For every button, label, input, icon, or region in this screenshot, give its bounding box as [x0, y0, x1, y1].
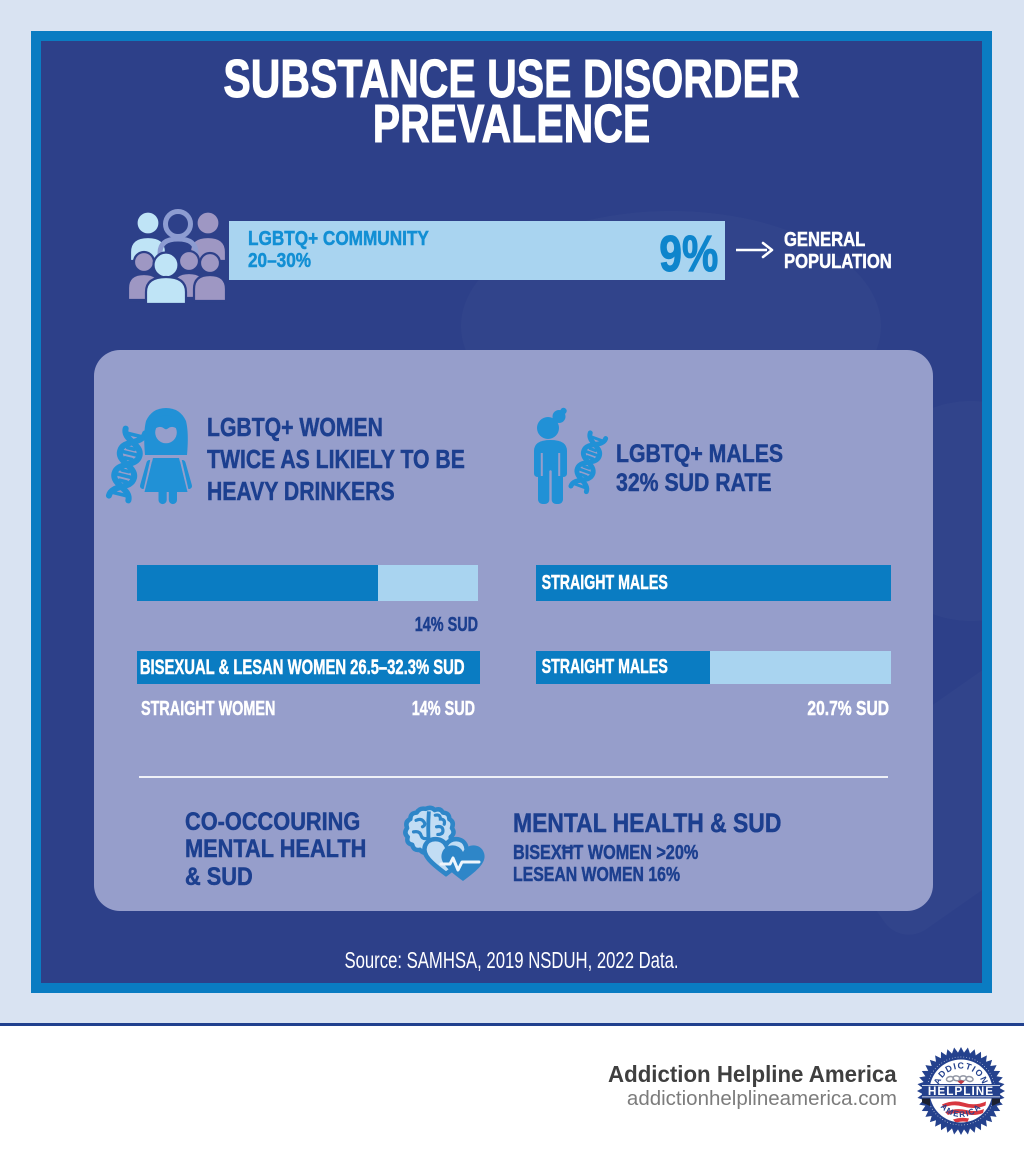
svg-text:HELPLINE: HELPLINE — [928, 1084, 994, 1098]
